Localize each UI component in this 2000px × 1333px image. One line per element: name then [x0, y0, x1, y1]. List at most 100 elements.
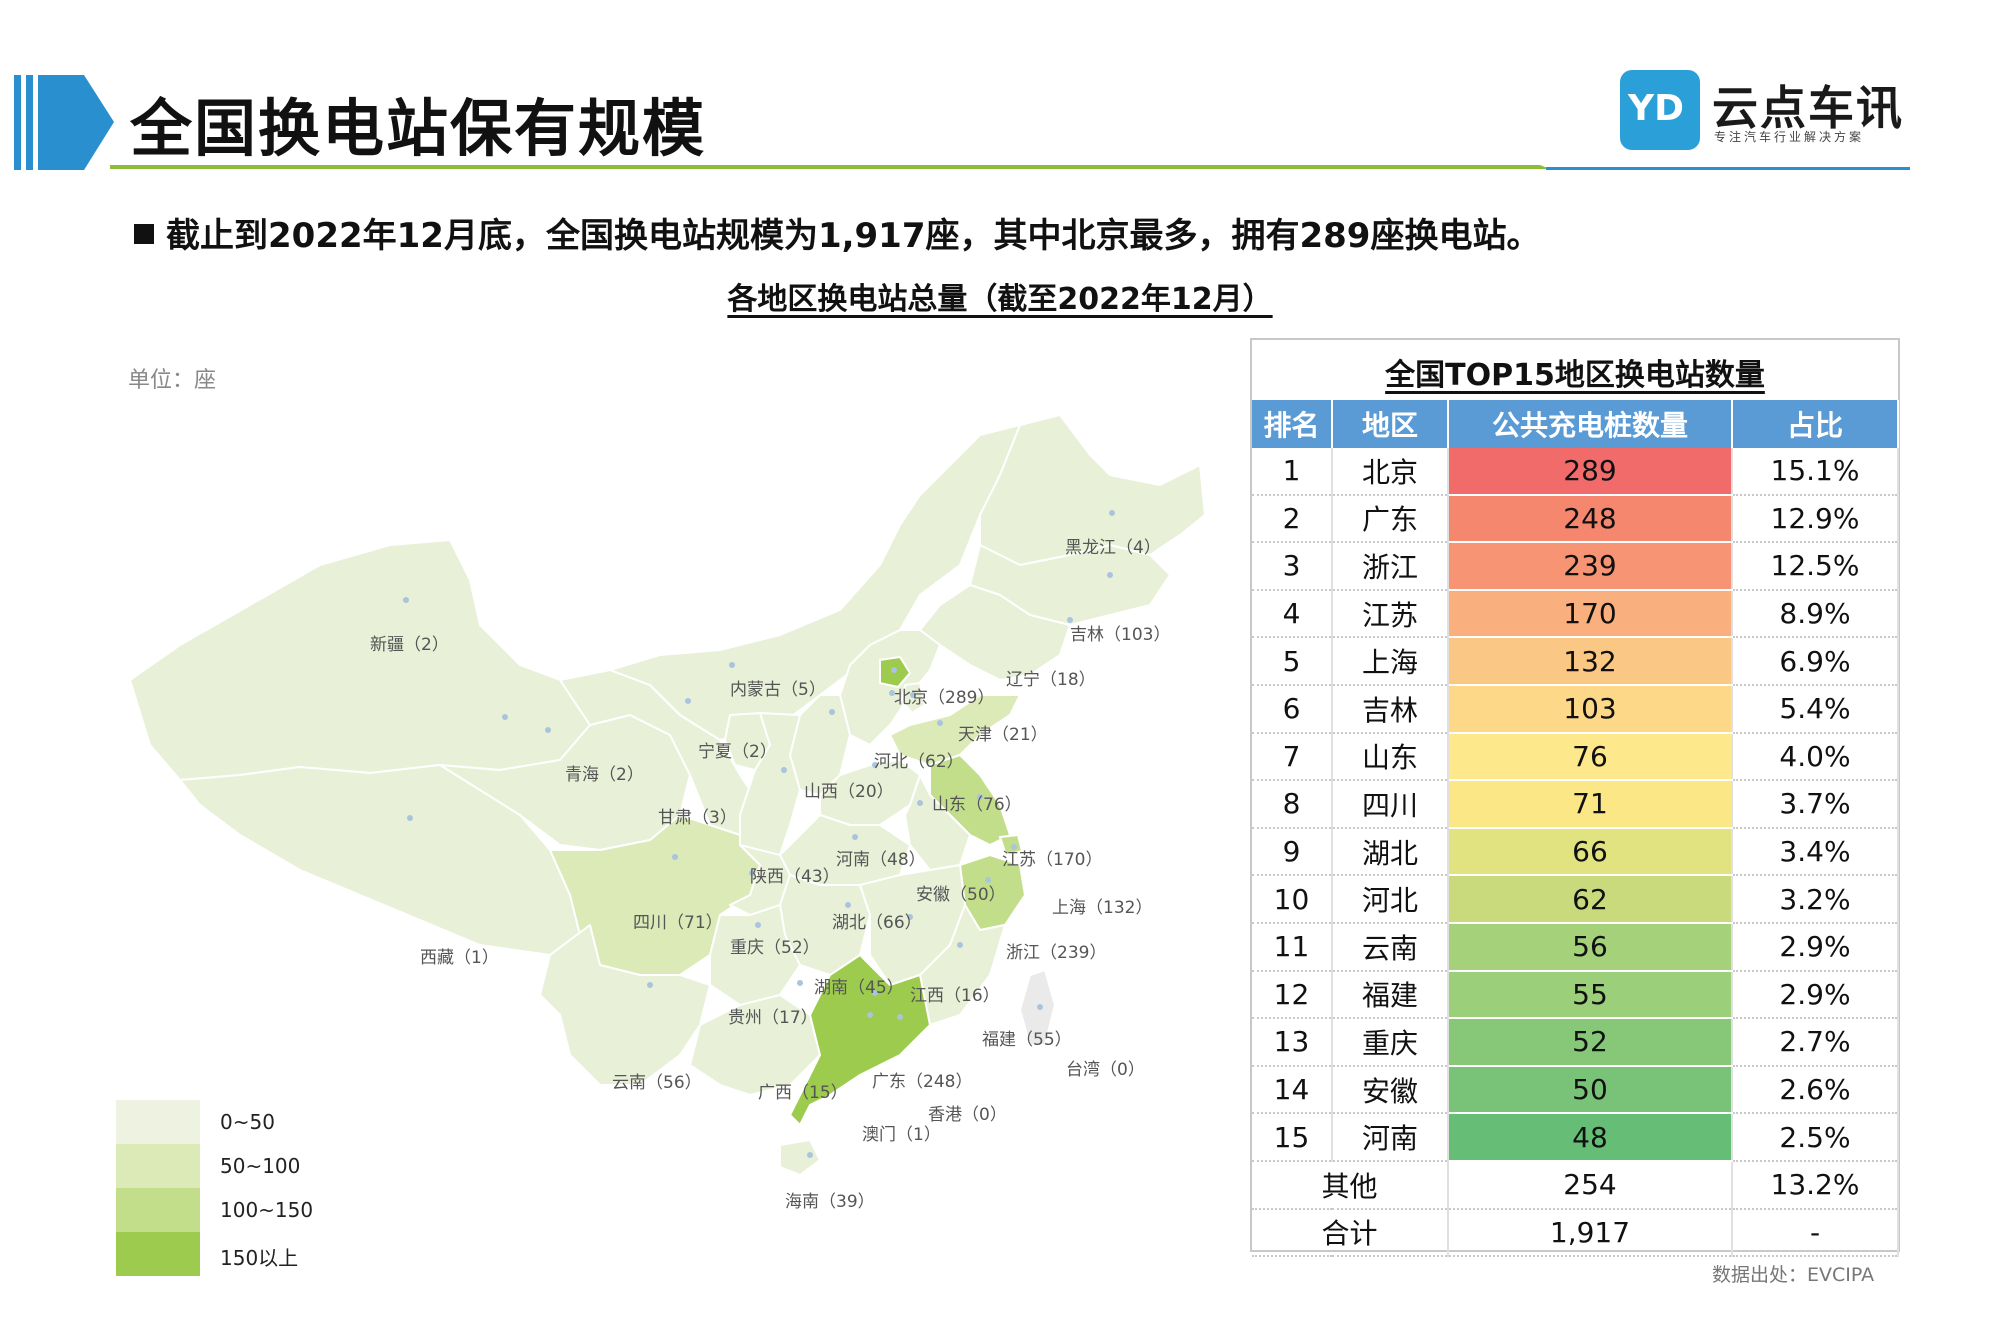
legend-swatch: [116, 1188, 200, 1232]
region-label-hunan: 湖南（45）: [814, 978, 904, 998]
region-tianjin: [901, 682, 926, 714]
region-guizhou: [709, 904, 801, 1006]
region-label-hainan: 海南（39）: [785, 1192, 875, 1212]
count-cell: 50: [1448, 1065, 1733, 1115]
share-cell: 5.4%: [1732, 684, 1899, 734]
region-cell: 江苏: [1332, 589, 1449, 639]
region-label-beijing: 北京（289）: [894, 688, 994, 708]
region-shandong: [889, 694, 1021, 766]
region-label-heilongjiang: 黑龙江（4）: [1065, 538, 1161, 558]
table-row: 6 吉林 103 5.4%: [1252, 684, 1899, 734]
legend-swatch: [116, 1100, 200, 1144]
total-row-label: 合计: [1252, 1208, 1449, 1258]
count-cell: 55: [1448, 970, 1733, 1020]
region-label-jilin: 吉林（103）: [1070, 625, 1170, 645]
rank-cell: 4: [1252, 589, 1333, 639]
count-cell: 248: [1448, 494, 1733, 544]
china-choropleth-map: 新疆（2） 西藏（1） 青海（2） 甘肃（3） 内蒙古（5） 宁夏（2） 黑龙江…: [129, 414, 1206, 1212]
rank-cell: 1: [1252, 448, 1333, 496]
table-row: 12 福建 55 2.9%: [1252, 970, 1899, 1020]
region-label-yunnan: 云南（56）: [612, 1073, 702, 1093]
table-row: 7 山东 76 4.0%: [1252, 732, 1899, 782]
header-region: 地区: [1332, 400, 1449, 448]
top15-table: 排名 地区 公共充电桩数量 占比 1 北京 289 15.1% 2 广东 248 12.9% 3…: [1252, 400, 1899, 1258]
share-cell: 3.4%: [1732, 827, 1899, 877]
top15-table-panel: 全国TOP15地区换电站数量 排名 地区 公共充电桩数量 占比 1 北京 289 15…: [1250, 338, 1900, 1258]
region-cell: 广东: [1332, 494, 1449, 544]
region-label-xinjiang: 新疆（2）: [370, 635, 449, 655]
region-liaoning: [919, 584, 1071, 681]
brand-logo: YD 云点车讯 专注汽车行业解决方案: [1620, 70, 1910, 160]
region-label-taiwan: 台湾（0）: [1066, 1060, 1145, 1080]
table-title: 全国TOP15地区换电站数量: [1385, 358, 1765, 393]
table-row: 8 四川 71 3.7%: [1252, 780, 1899, 829]
table-row: 10 河北 62 3.2%: [1252, 875, 1899, 924]
region-label-shandong: 山东（76）: [932, 795, 1022, 815]
share-cell: 12.9%: [1732, 494, 1899, 544]
count-cell: 66: [1448, 827, 1733, 877]
page-title: 全国换电站保有规模: [130, 92, 707, 165]
share-cell: 8.9%: [1732, 589, 1899, 639]
brand-name: 云点车讯: [1712, 81, 1904, 135]
rank-cell: 9: [1252, 827, 1333, 877]
share-cell: 2.9%: [1732, 922, 1899, 972]
rank-cell: 6: [1252, 684, 1333, 734]
region-label-hongkong: 香港（0）: [928, 1105, 1007, 1125]
region-label-zhejiang: 浙江（239）: [1006, 943, 1106, 963]
rank-cell: 8: [1252, 780, 1333, 829]
table-row: 2 广东 248 12.9%: [1252, 494, 1899, 544]
share-cell: 4.0%: [1732, 732, 1899, 782]
count-cell: 71: [1448, 780, 1733, 829]
region-label-guizhou: 贵州（17）: [728, 1008, 818, 1028]
header-arrow-icon: [14, 75, 114, 170]
total-row-share: -: [1732, 1208, 1899, 1258]
share-cell: 12.5%: [1732, 542, 1899, 591]
count-cell: 56: [1448, 922, 1733, 972]
region-label-xizang: 西藏（1）: [420, 948, 499, 968]
region-label-ningxia: 宁夏（2）: [698, 742, 777, 762]
table-row: 3 浙江 239 12.5%: [1252, 542, 1899, 591]
region-yunnan: [539, 924, 711, 1086]
region-label-fujian: 福建（55）: [982, 1030, 1072, 1050]
region-guangxi: [689, 994, 821, 1096]
region-cell: 安徽: [1332, 1065, 1449, 1115]
region-label-gansu: 甘肃（3）: [658, 808, 737, 828]
region-label-anhui: 安徽（50）: [916, 885, 1006, 905]
others-row: 其他 254 13.2%: [1252, 1160, 1899, 1210]
table-header-row: 排名 地区 公共充电桩数量 占比: [1252, 400, 1899, 448]
region-cell: 山东: [1332, 732, 1449, 782]
legend-label: 100~150: [220, 1198, 314, 1222]
region-label-macau: 澳门（1）: [862, 1125, 941, 1145]
table-row: 5 上海 132 6.9%: [1252, 637, 1899, 686]
others-row-label: 其他: [1252, 1160, 1449, 1210]
region-cell: 河南: [1332, 1113, 1449, 1162]
region-label-guangdong: 广东（248）: [872, 1072, 972, 1092]
region-hainan: [779, 1139, 821, 1176]
region-label-henan: 河南（48）: [836, 850, 926, 870]
region-xinjiang: [129, 539, 591, 781]
share-cell: 3.7%: [1732, 780, 1899, 829]
rank-cell: 3: [1252, 542, 1333, 591]
region-guangdong: [789, 954, 931, 1126]
region-label-jiangxi: 江西（16）: [910, 986, 1000, 1006]
brand-mark-icon: YD: [1620, 70, 1700, 150]
rank-cell: 7: [1252, 732, 1333, 782]
summary-bullet: 截止到2022年12月底，全国换电站规模为1,917座，其中北京最多，拥有289…: [134, 208, 1540, 257]
rank-cell: 5: [1252, 637, 1333, 686]
count-cell: 132: [1448, 637, 1733, 686]
share-cell: 2.9%: [1732, 970, 1899, 1020]
legend-item: 100~150: [116, 1188, 416, 1232]
rank-cell: 2: [1252, 494, 1333, 544]
legend-item: 50~100: [116, 1144, 416, 1188]
share-cell: 3.2%: [1732, 875, 1899, 924]
region-label-sichuan: 四川（71）: [633, 913, 723, 933]
region-label-guangxi: 广西（15）: [758, 1083, 848, 1103]
region-label-tianjin: 天津（21）: [958, 725, 1048, 745]
table-row: 9 湖北 66 3.4%: [1252, 827, 1899, 877]
region-cell: 四川: [1332, 780, 1449, 829]
region-label-liaoning: 辽宁（18）: [1006, 670, 1096, 690]
others-row-share: 13.2%: [1732, 1160, 1899, 1210]
count-cell: 76: [1448, 732, 1733, 782]
region-label-qinghai: 青海（2）: [565, 765, 644, 785]
legend-label: 150以上: [220, 1246, 299, 1270]
